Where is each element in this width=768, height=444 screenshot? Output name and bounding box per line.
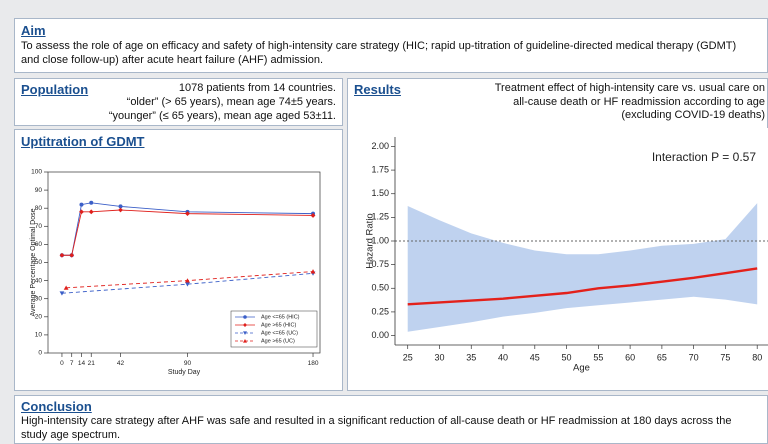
population-line: 1078 patients from 14 countries. <box>178 82 336 94</box>
population-title: Population <box>21 82 89 97</box>
conclusion-text: High-intensity care strategy after AHF w… <box>21 415 732 441</box>
population-line: “younger” (≤ 65 years), mean age aged 53… <box>108 110 336 122</box>
aim-title: Aim <box>21 23 46 38</box>
aim-text: To assess the role of age on efficacy an… <box>21 40 737 66</box>
results-title: Results <box>354 82 401 97</box>
population-line: “older” (> 65 years), mean age 74±5 year… <box>126 96 336 108</box>
aim-panel: Aim To assess the role of age on efficac… <box>14 18 768 73</box>
conclusion-title: Conclusion <box>21 399 92 414</box>
uptitration-title: Uptitration of GDMT <box>21 134 145 149</box>
results-panel: Results Treatment effect of high-intensi… <box>347 78 768 391</box>
uptitration-panel: Uptitration of GDMT <box>14 129 343 391</box>
population-panel: Population 1078 patients from 14 countri… <box>14 78 343 126</box>
results-text: Treatment effect of high-intensity care … <box>494 82 765 121</box>
conclusion-panel: Conclusion High-intensity care strategy … <box>14 395 768 444</box>
